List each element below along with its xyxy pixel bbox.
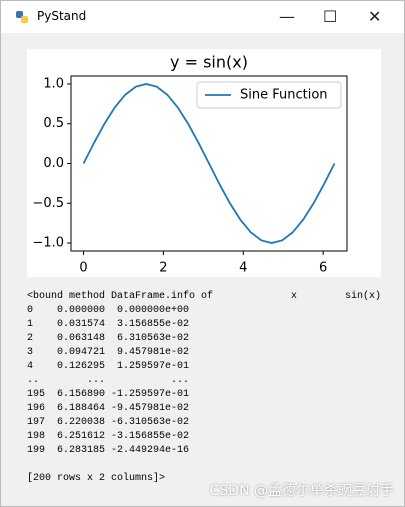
y-tick-label: −1.0 <box>32 236 64 251</box>
legend-box <box>196 81 342 109</box>
console-line: 4 0.126295 1.259597e-01 <box>27 361 190 372</box>
console-line: 1 0.031574 3.156855e-02 <box>27 319 190 330</box>
console-output: <bound method DataFrame.info of x sin(x)… <box>27 290 381 486</box>
window-title: PyStand <box>37 9 87 23</box>
console-line: 0 0.000000 0.000000e+00 <box>27 305 190 316</box>
maximize-button[interactable]: ☐ <box>323 7 338 26</box>
chart: y = sin(x) 0 2 4 6 −1.0 −0.5 0.0 0.5 1.0 Sine Fun… <box>27 49 381 277</box>
console-line: .. ... ... <box>27 375 190 386</box>
y-tick-label: 1.0 <box>43 76 64 91</box>
x-tick-label: 6 <box>319 261 327 276</box>
console-line: 198 6.251612 -3.156855e-02 <box>27 431 190 442</box>
console-line: <bound method DataFrame.info of x sin(x) <box>27 291 382 302</box>
console-line: 3 0.094721 9.457981e-02 <box>27 347 190 358</box>
console-line: 197 6.220038 -6.310563e-02 <box>27 417 190 428</box>
minimize-button[interactable]: — <box>279 7 295 26</box>
x-tick-label: 2 <box>159 261 167 276</box>
console-line: [200 rows x 2 columns]> <box>27 473 166 484</box>
x-tick-label: 0 <box>79 261 87 276</box>
close-button[interactable]: ✕ <box>368 7 382 26</box>
console-line: 199 6.283185 -2.449294e-16 <box>27 445 190 456</box>
title-bar: PyStand — ☐ ✕ <box>1 1 404 33</box>
y-tick-label: 0.5 <box>43 116 64 131</box>
console-line: 2 0.063148 6.310563e-02 <box>27 333 190 344</box>
line-series <box>82 83 336 244</box>
y-tick-label: 0.0 <box>43 156 64 171</box>
legend-label: Sine Function <box>240 88 328 103</box>
chart-title: y = sin(x) <box>170 53 248 72</box>
plot-frame <box>70 75 348 252</box>
app-icon <box>16 11 28 23</box>
y-tick-label: −0.5 <box>32 196 64 211</box>
x-tick-label: 4 <box>239 261 247 276</box>
console-line: 195 6.156890 -1.259597e-01 <box>27 389 190 400</box>
console-line: 196 6.188464 -9.457981e-02 <box>27 403 190 414</box>
watermark: CSDN @孟德尔单杀豌豆射手 <box>209 483 394 499</box>
